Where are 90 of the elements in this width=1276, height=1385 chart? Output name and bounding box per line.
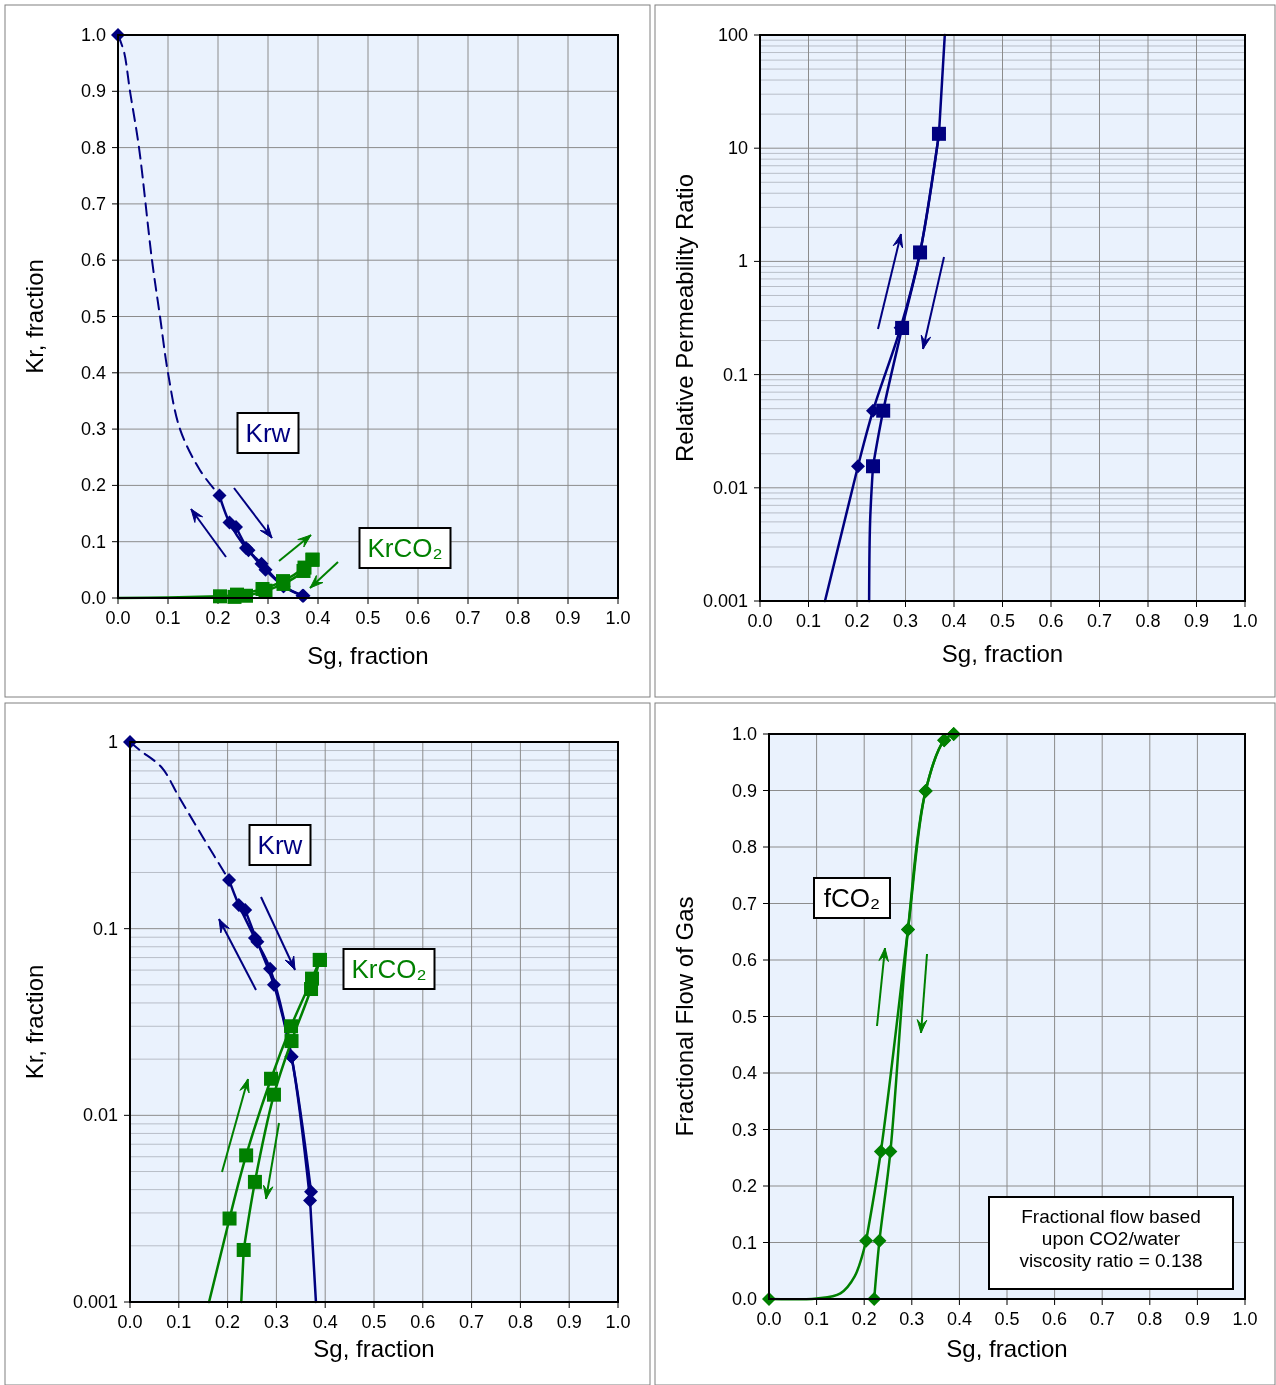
y-tick-label: 0.01	[82, 1105, 118, 1126]
annotation: KrCO₂	[351, 954, 427, 984]
y-tick-label: 0.1	[731, 1232, 757, 1253]
y-tick-label: 0.2	[731, 1176, 757, 1196]
x-tick-label: 1.0	[1232, 611, 1258, 631]
x-tick-label: 0.0	[105, 608, 131, 628]
annotation: KrCO₂	[367, 533, 443, 563]
x-axis-title: Sg, fraction	[307, 642, 429, 669]
x-tick-label: 0.4	[312, 1312, 338, 1332]
x-axis-title: Sg, fraction	[941, 640, 1064, 667]
y-tick-label: 1.0	[80, 25, 106, 45]
annotation: Krw	[245, 418, 291, 448]
x-tick-label: 0.3	[892, 611, 919, 631]
y-tick-label: 0.4	[731, 1063, 757, 1083]
x-tick-label: 0.2	[844, 611, 870, 631]
x-tick-label: 0.0	[747, 611, 773, 631]
y-tick-label: 1	[107, 732, 118, 752]
y-tick-label: 0.3	[731, 1119, 757, 1140]
y-tick-label: 0.6	[80, 250, 106, 271]
x-tick-label: 0.7	[1086, 611, 1113, 631]
y-tick-label: 0.9	[731, 780, 757, 801]
x-tick-label: 0.0	[117, 1312, 143, 1332]
x-axis-title: Sg, fraction	[313, 1335, 435, 1362]
x-tick-label: 0.1	[155, 608, 181, 628]
y-tick-label: 0.0	[80, 588, 106, 608]
x-tick-label: 0.7	[459, 1312, 485, 1332]
x-tick-label: 0.8	[1135, 611, 1161, 631]
x-tick-label: 0.3	[263, 1312, 289, 1332]
x-tick-label: 0.7	[455, 608, 481, 628]
annotation: fCO₂	[823, 883, 881, 913]
x-tick-label: 1.0	[605, 1312, 631, 1332]
y-tick-label: 0.4	[80, 362, 106, 383]
y-tick-label: 0.7	[80, 193, 106, 214]
y-axis-title: Kr, fraction	[21, 259, 48, 374]
x-tick-label: 0.7	[1089, 1309, 1115, 1329]
y-tick-label: 0.8	[731, 837, 757, 857]
x-tick-label: 0.5	[355, 608, 381, 628]
y-tick-label: 0.001	[72, 1292, 118, 1312]
x-tick-label: 0.4	[941, 611, 967, 631]
x-tick-label: 0.6	[1038, 611, 1064, 631]
y-tick-label: 0.7	[731, 893, 757, 914]
y-tick-label: 1.0	[731, 724, 757, 744]
x-tick-label: 0.5	[989, 611, 1016, 631]
annotation: Krw	[257, 830, 303, 860]
x-tick-label: 0.9	[555, 608, 581, 628]
y-tick-label: 10	[727, 138, 748, 159]
x-tick-label: 0.8	[507, 1312, 533, 1332]
y-tick-label: 0.2	[80, 475, 106, 496]
x-tick-label: 0.6	[1042, 1309, 1068, 1329]
y-tick-label: 1	[737, 251, 748, 272]
x-tick-label: 1.0	[1232, 1309, 1258, 1329]
x-tick-label: 0.8	[1137, 1309, 1163, 1329]
x-tick-label: 0.1	[804, 1309, 830, 1329]
y-tick-label: 0.001	[702, 591, 748, 611]
y-tick-label: 0.1	[92, 918, 118, 939]
y-tick-label: 0.5	[731, 1006, 757, 1027]
y-tick-label: 0.3	[80, 419, 106, 440]
x-tick-label: 0.4	[946, 1309, 972, 1329]
x-tick-label: 0.9	[1184, 1309, 1210, 1329]
y-tick-label: 0.8	[80, 137, 106, 158]
x-tick-label: 0.3	[899, 1309, 925, 1329]
x-tick-label: 0.3	[255, 608, 281, 628]
x-tick-label: 0.4	[305, 608, 331, 628]
y-tick-label: 0.1	[722, 364, 748, 385]
x-tick-label: 0.5	[994, 1309, 1020, 1329]
x-tick-label: 0.2	[205, 608, 231, 628]
x-tick-label: 0.6	[410, 1312, 436, 1332]
y-axis-title: Kr, fraction	[21, 964, 48, 1080]
x-tick-label: 0.2	[851, 1309, 877, 1329]
x-tick-label: 0.8	[505, 608, 531, 628]
x-tick-label: 0.9	[1183, 611, 1210, 631]
y-axis-title: Relative Permeability Ratio	[671, 173, 698, 463]
y-tick-label: 0.1	[80, 531, 106, 552]
y-tick-label: 100	[717, 25, 748, 45]
x-axis-title: Sg, fraction	[946, 1335, 1068, 1362]
y-tick-label: 0.9	[80, 81, 106, 102]
y-tick-label: 0.0	[731, 1289, 757, 1309]
x-tick-label: 0.9	[556, 1312, 582, 1332]
x-tick-label: 0.6	[405, 608, 431, 628]
x-tick-label: 0.0	[756, 1309, 782, 1329]
x-tick-label: 0.1	[795, 611, 822, 631]
y-tick-label: 0.01	[712, 477, 748, 498]
y-tick-label: 0.5	[80, 306, 106, 327]
annotation: Fractional flow based upon CO2/water viscosity ratio = 0.138	[1019, 1206, 1203, 1271]
x-tick-label: 0.2	[215, 1312, 241, 1332]
x-tick-label: 0.5	[361, 1312, 387, 1332]
x-tick-label: 0.1	[166, 1312, 192, 1332]
y-axis-title: Fractional Flow of Gas	[671, 896, 698, 1137]
x-tick-label: 1.0	[605, 608, 631, 628]
y-tick-label: 0.6	[731, 950, 757, 970]
